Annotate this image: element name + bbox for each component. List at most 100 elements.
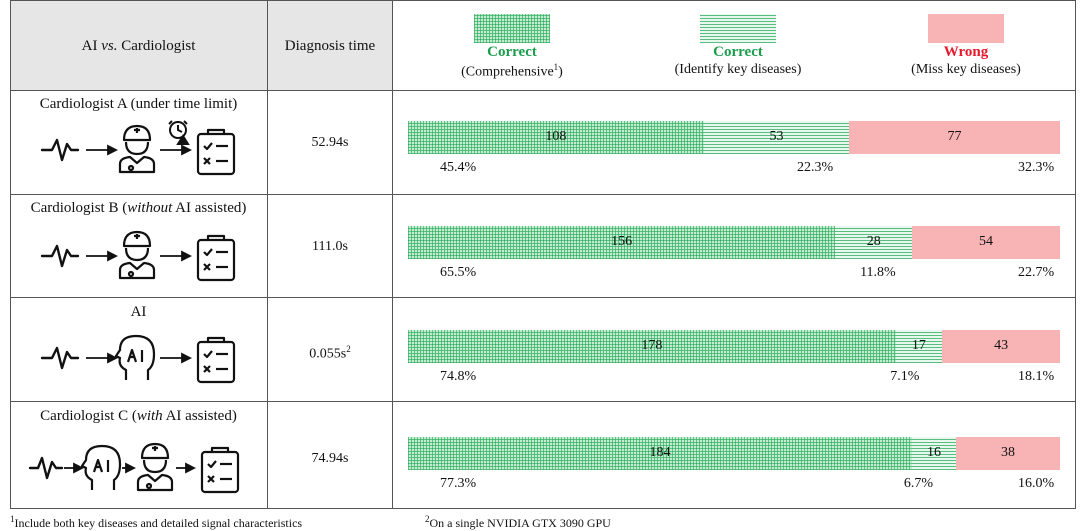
col-divider-2	[392, 0, 393, 509]
row-label-ai: AI	[10, 304, 267, 321]
header-bottom-border	[10, 90, 1075, 91]
bar-percent-label-identify-c: 6.7%	[903, 476, 934, 491]
bar-value-label: 38	[1000, 445, 1015, 460]
row-label-b-pre: Cardiologist B (	[30, 200, 128, 216]
arrow-icon	[86, 144, 119, 156]
table-left-border	[10, 0, 11, 509]
workflow-a	[40, 120, 236, 176]
bar-percent-label-wrong-a: 32.3%	[1018, 160, 1055, 175]
doctor-icon	[118, 230, 156, 280]
bar-segment-wrong-ai: 43	[942, 330, 1060, 363]
clipboard-icon	[196, 128, 236, 176]
row3-bottom-border	[10, 401, 1075, 402]
header-comparison: AI vs. Cardiologist	[10, 38, 267, 55]
bar-value-label: 54	[979, 234, 994, 249]
header-comparison-em: vs.	[101, 38, 118, 54]
bar-percent-label-identify-ai: 7.1%	[890, 369, 920, 384]
arrow-icon	[86, 250, 119, 262]
row-label-cardiologist-a: Cardiologist A (under time limit)	[10, 96, 267, 113]
header-diagnosis-time: Diagnosis time	[284, 38, 376, 54]
row-label-b-post: AI assisted)	[172, 200, 247, 216]
workflow-ai	[40, 334, 236, 384]
clipboard-icon	[200, 446, 240, 494]
legend-title-identify: Correct	[713, 44, 763, 60]
bar-value-label: 108	[545, 129, 567, 144]
bar-segment-comprehensive-a: 108	[408, 121, 704, 154]
bar-value-label: 53	[769, 129, 784, 144]
table-top-border	[10, 0, 1075, 1]
bar-percent-label-wrong-c: 16.0%	[1018, 476, 1055, 491]
workflow-b	[40, 230, 236, 282]
footnote-1-text: Include both key diseases and detailed s…	[14, 516, 303, 530]
row1-bottom-border	[10, 194, 1075, 195]
arrow-icon	[160, 352, 193, 364]
row-label-c-pre: Cardiologist C (	[40, 408, 137, 424]
footnote-1-sup: 1	[10, 514, 15, 524]
bar-value-label: 28	[866, 234, 881, 249]
legend-swatch-identify	[700, 14, 776, 43]
doctor-icon	[136, 442, 174, 492]
bar-value-label: 43	[994, 338, 1009, 353]
row-label-cardiologist-b: Cardiologist B (without AI assisted)	[10, 200, 267, 217]
bar-percent-label-comprehensive-a: 45.4%	[440, 160, 477, 175]
bar-segment-wrong-a: 77	[849, 121, 1060, 154]
row2-bottom-border	[10, 297, 1075, 298]
diagnosis-time-a: 52.94s	[311, 135, 349, 150]
bar-value-label: 178	[641, 338, 663, 353]
bar-percent-label-wrong-ai: 18.1%	[1018, 369, 1055, 384]
bar-segment-identify-b: 28	[835, 226, 913, 259]
arrow-icon	[160, 144, 193, 156]
row-label-cardiologist-c: Cardiologist C (with AI assisted)	[10, 408, 267, 425]
row-label-ai-pre: AI	[130, 304, 147, 320]
table-bottom-border	[10, 508, 1075, 509]
arrow-icon	[122, 462, 137, 474]
workflow-c	[28, 442, 240, 494]
diagnosis-time-ai: 0.055s2	[268, 341, 392, 363]
table-right-border	[1075, 0, 1076, 509]
bar-segment-identify-a: 53	[703, 121, 850, 154]
legend-title-wrong: Wrong	[943, 44, 989, 60]
col-divider-1	[267, 0, 268, 509]
bar-segment-wrong-c: 38	[955, 437, 1060, 470]
bar-percent-label-identify-a: 22.3%	[797, 160, 834, 175]
row-label-b-em: without	[127, 200, 173, 216]
ecg-icon	[40, 244, 80, 268]
legend-title-comprehensive: Correct	[487, 44, 537, 60]
bar-percent-label-identify-b: 11.8%	[860, 265, 896, 280]
arrow-icon	[64, 462, 85, 474]
legend-sub-comprehensive-sup: 1	[553, 62, 559, 72]
header-bg-col1	[10, 0, 267, 90]
footnote-2: 2On a single NVIDIA GTX 3090 GPU	[425, 514, 611, 531]
legend-sub-comprehensive: (Comprehensive1)	[432, 62, 592, 81]
bar-segment-wrong-b: 54	[912, 226, 1060, 259]
bar-percent-label-comprehensive-c: 77.3%	[440, 476, 477, 491]
footnote-1: 1Include both key diseases and detailed …	[10, 514, 302, 531]
legend-sub-comprehensive-post: )	[558, 64, 563, 80]
header-comparison-pre: AI	[81, 38, 102, 54]
footnote-2-text: On a single NVIDIA GTX 3090 GPU	[429, 516, 611, 530]
bar-value-label: 156	[611, 234, 633, 249]
diagnosis-time-b: 111.0s	[312, 239, 348, 254]
legend-sub-identify: (Identify key diseases)	[674, 62, 802, 77]
clock-alarm-icon	[168, 120, 190, 145]
footnote-2-sup: 2	[425, 514, 430, 524]
bar-percent-label-wrong-b: 22.7%	[1018, 265, 1055, 280]
ecg-icon	[40, 138, 80, 162]
ecg-icon	[40, 346, 80, 370]
ai-head-icon	[80, 444, 122, 490]
bar-segment-comprehensive-c: 184	[408, 437, 913, 470]
bar-value-label: 16	[926, 445, 941, 460]
bar-percent-label-comprehensive-b: 65.5%	[440, 265, 477, 280]
legend-swatch-comprehensive	[474, 14, 550, 43]
diagnosis-time-ai-sup: 2	[346, 344, 351, 354]
bar-value-label: 77	[947, 129, 962, 144]
ecg-icon	[28, 456, 64, 480]
clipboard-icon	[196, 234, 236, 282]
ai-head-icon	[114, 334, 156, 380]
row-label-c-em: with	[136, 408, 163, 424]
diagnosis-time-c: 74.94s	[311, 451, 349, 466]
bar-value-label: 17	[911, 338, 926, 353]
doctor-icon	[118, 124, 156, 174]
bar-value-label: 184	[649, 445, 671, 460]
row-label-c-post: AI assisted)	[162, 408, 237, 424]
